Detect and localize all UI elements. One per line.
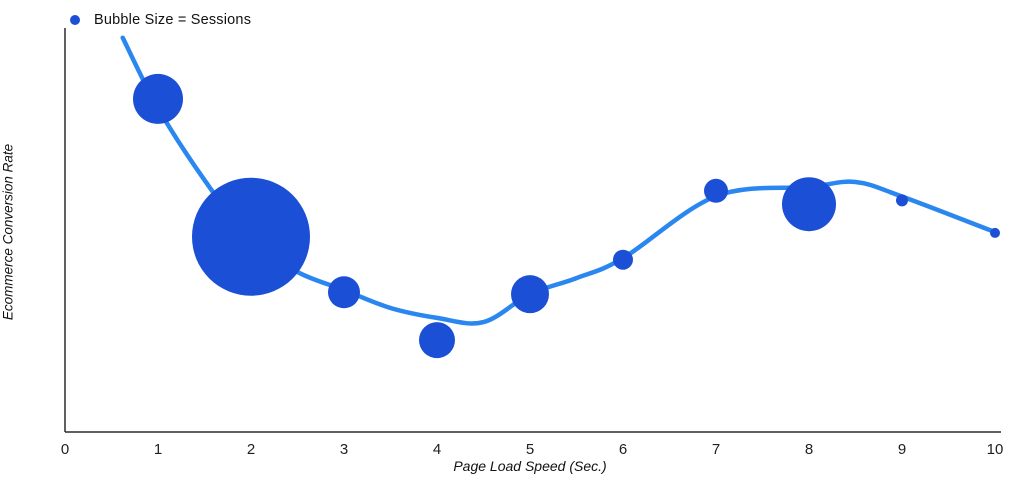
x-tick-label: 6 [619, 441, 627, 458]
x-tick-label: 1 [154, 441, 162, 458]
bubble [328, 276, 360, 309]
bubble [133, 73, 183, 124]
x-axis-label: Page Load Speed (Sec.) [453, 458, 607, 474]
bubble [192, 177, 310, 296]
bubble [990, 227, 1000, 238]
bubble [613, 249, 633, 270]
x-tick-label: 10 [987, 441, 1004, 458]
bubble [419, 322, 455, 359]
legend: Bubble Size = Sessions [70, 12, 251, 28]
x-tick-label: 2 [247, 441, 255, 458]
bubble [704, 178, 728, 203]
bubble [782, 177, 836, 232]
bubble [511, 275, 549, 314]
x-tick-label: 4 [433, 441, 441, 458]
x-tick-label: 5 [526, 441, 534, 458]
legend-marker-icon [70, 15, 80, 25]
x-tick-label: 7 [712, 441, 720, 458]
x-tick-label: 9 [898, 441, 906, 458]
legend-label: Bubble Size = Sessions [94, 12, 252, 28]
x-tick-label: 0 [61, 441, 69, 458]
x-tick-label: 8 [805, 441, 813, 458]
bubble [896, 194, 908, 207]
x-tick-label: 3 [340, 441, 348, 458]
